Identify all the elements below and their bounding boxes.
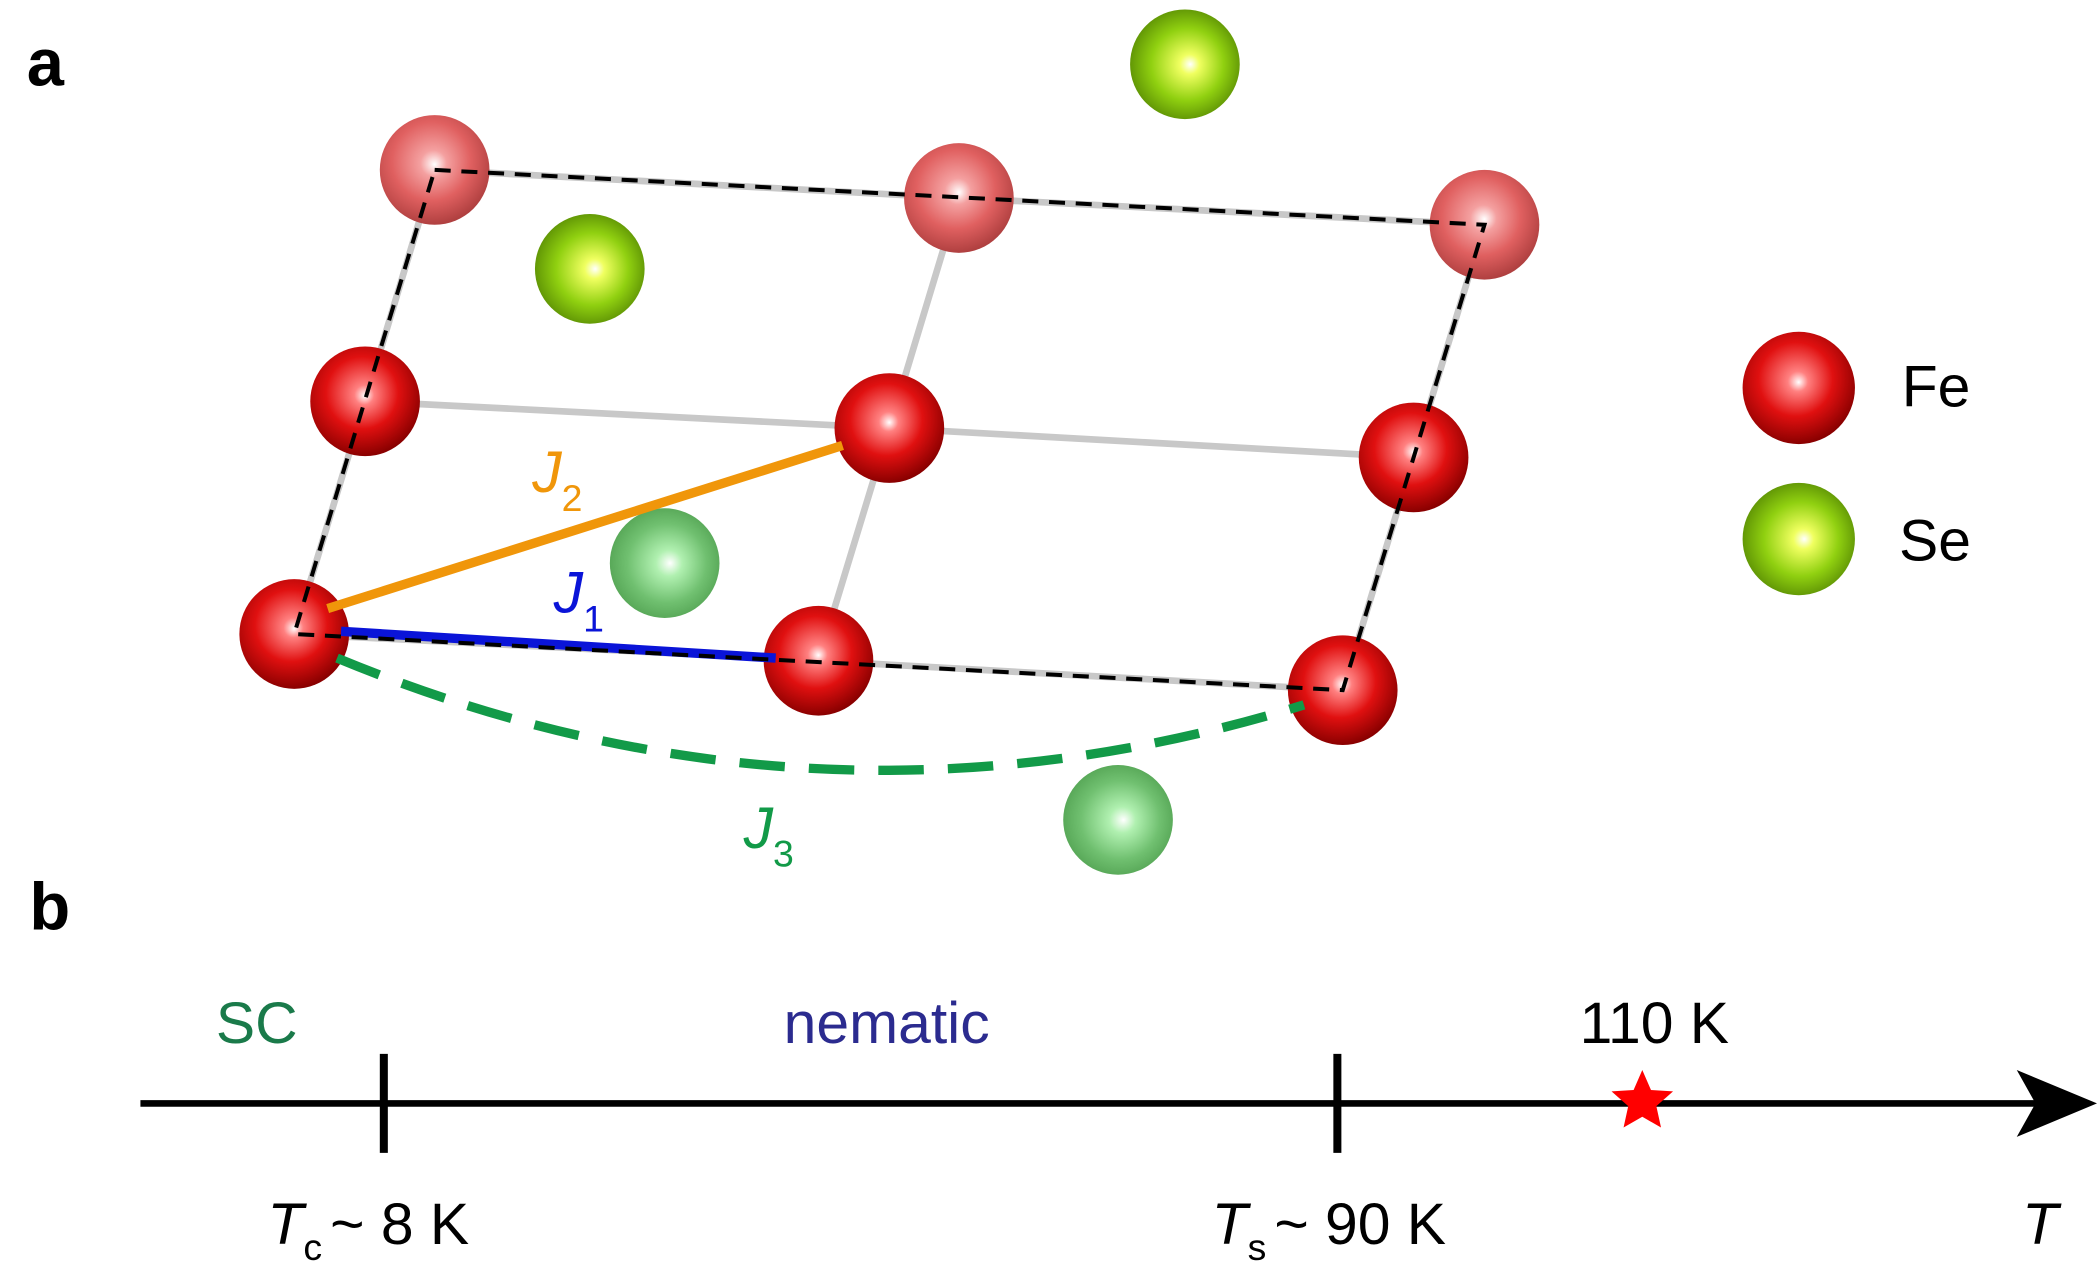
se-atom (535, 214, 645, 324)
j1-bond (341, 631, 776, 658)
transition-subscript: c (303, 1226, 322, 1268)
axis-label: T (2022, 1192, 2062, 1257)
bond-label: J1 (553, 561, 604, 640)
bond-symbol: J (553, 561, 584, 626)
bond-label: J3 (743, 796, 794, 875)
transition-label: Tc~ 8 K (267, 1192, 469, 1268)
marker-label: 110 K (1580, 991, 1729, 1056)
transition-text: ~ 90 K (1274, 1192, 1446, 1257)
bond-subscript: 1 (583, 597, 604, 639)
panel-label: b (29, 870, 70, 945)
bond-label: J2 (531, 440, 582, 519)
bond-subscript: 2 (562, 477, 583, 519)
transition-symbol: T (267, 1192, 307, 1257)
se-atom (1130, 9, 1240, 119)
legend-label: Se (1899, 508, 1971, 573)
phase-label: SC (216, 991, 298, 1056)
se-atom (610, 508, 720, 618)
panel-label: a (27, 26, 65, 101)
j2-bond (328, 445, 843, 608)
transition-label: Ts~ 90 K (1212, 1192, 1446, 1268)
phase-label: nematic (784, 991, 990, 1056)
transition-symbol: T (1212, 1192, 1252, 1257)
bond-symbol: J (531, 440, 562, 505)
figure: a b J2 J1 J3 Fe Se (0, 0, 2097, 1272)
transition-subscript: s (1248, 1226, 1267, 1268)
bond-subscript: 3 (773, 833, 794, 875)
bond-symbol: J (743, 796, 774, 861)
legend-fe (1743, 332, 1855, 444)
legend-se (1743, 483, 1855, 595)
se-atom (1063, 765, 1173, 875)
legend-label: Fe (1902, 355, 1971, 420)
fe-atoms (239, 115, 1539, 745)
transition-text: ~ 8 K (330, 1192, 469, 1257)
star-marker (1612, 1070, 1674, 1128)
